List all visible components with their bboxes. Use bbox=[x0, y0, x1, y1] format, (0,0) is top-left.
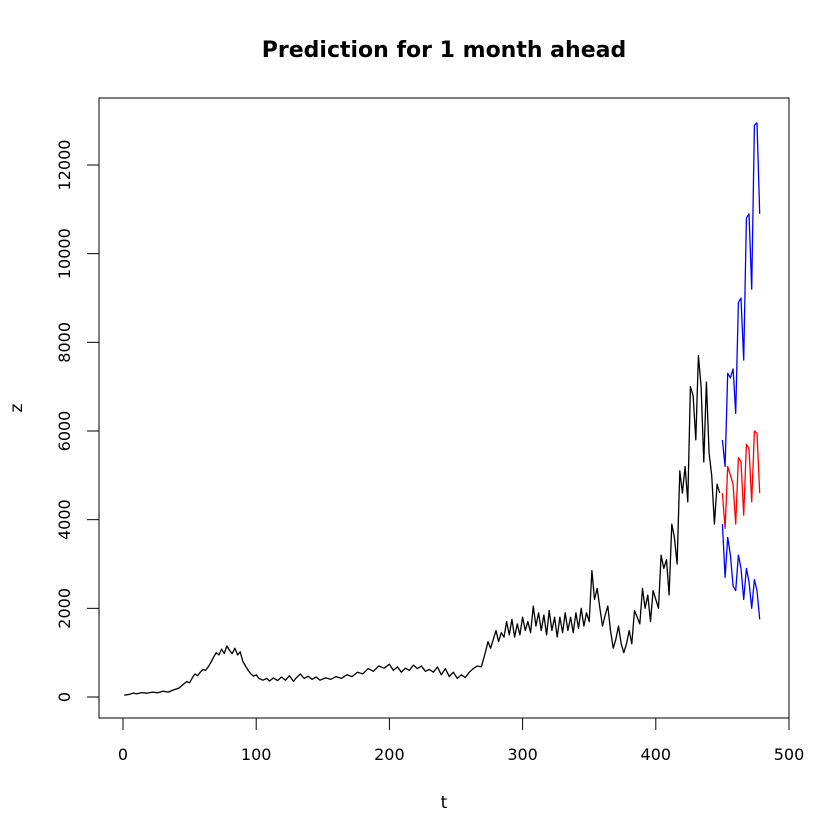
chart-title: Prediction for 1 month ahead bbox=[262, 38, 626, 63]
y-tick-label: 4000 bbox=[55, 499, 74, 540]
x-tick-label: 0 bbox=[118, 745, 128, 764]
series-line-0 bbox=[124, 354, 721, 696]
y-tick-label: 12000 bbox=[55, 140, 74, 191]
x-axis: 0 100 200 300 400 500 bbox=[118, 717, 805, 764]
x-tick-label: 100 bbox=[241, 745, 272, 764]
y-axis-label: z bbox=[7, 403, 27, 412]
y-axis: 0 2000 4000 6000 8000 10000 12000 bbox=[55, 140, 100, 702]
y-tick-label: 0 bbox=[55, 692, 74, 702]
y-tick-label: 6000 bbox=[55, 411, 74, 452]
y-tick-label: 8000 bbox=[55, 322, 74, 363]
plot-frame bbox=[98, 97, 790, 719]
y-tick-label: 10000 bbox=[55, 228, 74, 279]
series-line-1 bbox=[721, 122, 761, 468]
x-tick-label: 400 bbox=[641, 745, 672, 764]
y-tick-label: 2000 bbox=[55, 588, 74, 629]
series-line-2 bbox=[721, 430, 761, 530]
x-axis-label: t bbox=[441, 793, 448, 813]
x-tick-label: 500 bbox=[774, 745, 805, 764]
x-tick-label: 200 bbox=[374, 745, 405, 764]
x-tick-label: 300 bbox=[507, 745, 538, 764]
series-line-3 bbox=[721, 524, 761, 620]
series-layer bbox=[124, 122, 761, 696]
